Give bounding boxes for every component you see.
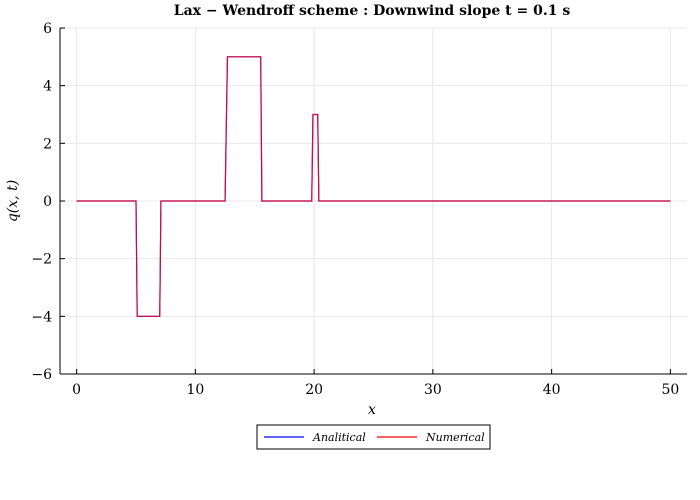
y-tick-label: 6	[43, 21, 52, 37]
axes	[59, 27, 687, 375]
x-tick-label: 0	[72, 382, 81, 398]
y-tick-label: 0	[43, 194, 52, 210]
y-tick-label: 4	[43, 79, 52, 95]
series-lines	[76, 56, 671, 317]
series-line-analitical	[76, 56, 671, 317]
x-tick-label: 30	[424, 382, 442, 398]
y-tick-label: −6	[31, 367, 52, 383]
legend: Analitical Numerical	[256, 424, 491, 450]
x-tick-label: 10	[186, 382, 204, 398]
x-axis-label: x	[368, 402, 376, 418]
x-tick-label: 20	[305, 382, 323, 398]
y-tick-label: 2	[43, 136, 52, 152]
x-tick-label: 40	[543, 382, 561, 398]
x-tick-label: 50	[661, 382, 679, 398]
y-tick-label: −2	[31, 252, 52, 268]
y-tick-label: −4	[31, 309, 52, 325]
y-axis-label: q(x, t)	[5, 180, 21, 222]
series-line-numerical	[76, 56, 671, 317]
tick-labels: 0 10 20 30 40 50 −6 −4 −2 0 2 4 6	[31, 21, 679, 398]
legend-label: Numerical	[425, 431, 485, 444]
legend-label: Analitical	[312, 431, 366, 444]
chart-title: Lax − Wendroff scheme : Downwind slope t…	[174, 3, 571, 19]
